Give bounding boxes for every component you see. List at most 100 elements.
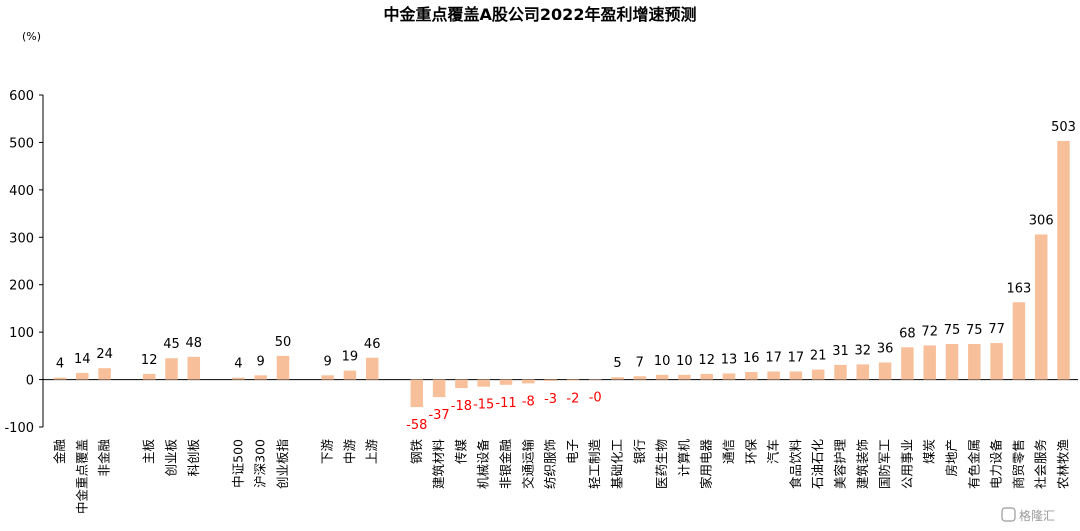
x-tick-label: 建筑材料 <box>431 439 446 490</box>
bar <box>811 369 825 380</box>
x-tick-label: 基础化工 <box>610 439 625 489</box>
bar <box>53 377 67 380</box>
x-tick-label: 中游 <box>342 439 357 465</box>
bar <box>499 379 513 385</box>
watermark-logo-icon <box>1001 507 1016 522</box>
chart-title: 中金重点覆盖A股公司2022年盈利增速预测 <box>384 5 697 24</box>
x-tick-label: 金融 <box>52 439 67 465</box>
y-tick-label: 0 <box>26 374 34 389</box>
x-tick-label: 煤炭 <box>922 439 937 464</box>
x-tick-label: 非银金融 <box>498 439 513 490</box>
x-tick-label: 科创板 <box>186 439 201 477</box>
x-tick-label: 下游 <box>320 439 335 465</box>
bar <box>655 374 669 380</box>
data-label: 7 <box>636 355 644 370</box>
data-label: 32 <box>855 343 872 358</box>
bar <box>455 379 468 389</box>
data-label: 75 <box>966 323 983 338</box>
y-axis: -100 0 100 200 300 400 500 600 <box>4 89 1078 436</box>
x-tick-label: 传媒 <box>453 439 468 465</box>
x-tick-label: 电力设备 <box>989 439 1004 490</box>
x-tick-label: 交通运输 <box>520 439 535 490</box>
x-tick-label: 纺织服饰 <box>543 439 558 489</box>
bars <box>53 141 1070 408</box>
data-label: 75 <box>944 323 961 338</box>
data-label: 16 <box>743 351 760 366</box>
bar <box>901 347 914 380</box>
x-tick-label: 商贸零售 <box>1011 439 1026 489</box>
bar <box>432 379 446 398</box>
bar <box>968 344 981 380</box>
x-tick-label: 主板 <box>141 439 156 465</box>
data-label: 10 <box>654 354 671 369</box>
x-tick-label: 中金重点覆盖 <box>74 439 89 514</box>
data-label: 9 <box>257 354 265 369</box>
data-label: -0 <box>589 391 602 406</box>
x-tick-label: 创业板指 <box>275 439 290 489</box>
bar <box>878 362 892 380</box>
data-label: 5 <box>613 356 621 371</box>
bar <box>142 373 156 380</box>
bar <box>678 374 691 380</box>
data-label: -37 <box>428 408 449 423</box>
bar <box>321 375 334 380</box>
data-label: -58 <box>406 418 427 433</box>
x-tick-label: 电子 <box>565 439 580 464</box>
bar <box>566 379 580 381</box>
bar <box>276 355 290 380</box>
data-label: 19 <box>342 350 359 365</box>
y-tick-label: 200 <box>9 279 34 294</box>
data-label: -11 <box>495 396 516 411</box>
data-label: 31 <box>832 344 849 359</box>
data-label: 12 <box>141 353 158 368</box>
bar <box>1034 234 1048 380</box>
x-tick-label: 社会服务 <box>1033 439 1048 489</box>
bar <box>165 358 178 380</box>
bar <box>990 343 1003 380</box>
x-tick-label: 创业板 <box>164 439 179 477</box>
data-label: 50 <box>275 335 292 350</box>
unit-label: (%) <box>22 30 41 43</box>
watermark: 格隆汇 <box>1001 507 1055 523</box>
x-tick-label: 石油石化 <box>810 439 825 490</box>
bar <box>254 375 267 380</box>
x-tick-label: 计算机 <box>676 439 691 477</box>
y-tick-label: -100 <box>4 421 34 436</box>
y-tick-label: 400 <box>9 184 34 199</box>
data-label: 45 <box>163 337 180 352</box>
bar <box>945 344 959 380</box>
x-tick-label: 医药生物 <box>654 439 669 489</box>
data-label: 17 <box>765 351 782 366</box>
bar <box>477 379 490 387</box>
x-tick-label: 家用电器 <box>699 439 714 490</box>
bar <box>745 371 758 380</box>
bar <box>365 357 379 380</box>
data-label: 46 <box>364 337 381 352</box>
bar <box>343 370 357 380</box>
data-label: 17 <box>788 351 805 366</box>
x-tick-label: 轻工制造 <box>587 439 602 490</box>
bar <box>856 364 870 380</box>
x-tick-label: 非金融 <box>97 439 112 477</box>
bar <box>588 379 602 381</box>
bar <box>410 379 424 408</box>
data-label: -8 <box>522 394 535 409</box>
data-label: -3 <box>544 392 557 407</box>
watermark-text: 格隆汇 <box>1019 508 1055 523</box>
data-label: 48 <box>186 336 203 351</box>
x-tick-label: 上游 <box>364 439 379 465</box>
bar <box>544 379 557 381</box>
x-tick-label: 房地产 <box>944 439 959 477</box>
x-tick-label: 公用事业 <box>899 439 914 489</box>
x-tick-label: 美容护理 <box>833 439 848 490</box>
data-label: 24 <box>96 347 113 362</box>
bar <box>700 373 713 380</box>
bar <box>789 371 803 380</box>
data-label: -18 <box>451 399 472 414</box>
x-tick-label: 中证500 <box>230 439 245 488</box>
x-tick-label: 国防军工 <box>877 439 892 489</box>
x-tick-label: 机械设备 <box>476 439 491 490</box>
bar <box>1057 141 1070 380</box>
